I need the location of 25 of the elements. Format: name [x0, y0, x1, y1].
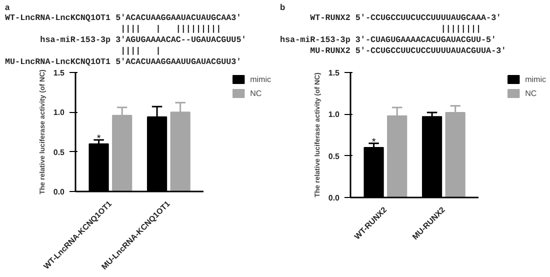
text: a	[5, 2, 11, 13]
text: |||| |	[120, 46, 162, 57]
text: ||||||||	[440, 24, 482, 35]
text: MU-RUNX2 5'-CCUGCCUUCUCCUUUUAUACGUUA-3'	[309, 46, 506, 57]
y-tick-label: 0.0	[328, 194, 340, 202]
text: hsa-miR-153-3p 3'AGUGAAAACAC--UGAUACGUU5'	[39, 35, 246, 46]
legend-label: mimic	[525, 74, 546, 84]
y-tick-label: 1.0	[53, 108, 66, 118]
legend-label: NC	[525, 88, 538, 98]
y-tick-label: 1.0	[328, 110, 340, 120]
y-tick-label: 1.5	[53, 68, 66, 78]
annotation: *	[372, 137, 376, 148]
annotation: *	[96, 134, 101, 145]
text: b	[280, 2, 286, 13]
text: |||| | |||||||||	[120, 24, 222, 35]
y-tick-label: 1.5	[328, 68, 340, 78]
legend-label: NC	[250, 88, 263, 98]
y-tick-label: 0.5	[328, 152, 340, 161]
text: hsa-miR-153-3p 3'-CUAGUGAAAACACUGAUACGUU-5'	[280, 35, 498, 46]
legend-label: mimic	[250, 74, 271, 84]
y-tick-label: 0.5	[53, 148, 66, 157]
text: WT-LncRNA-LncKCNQ1OT1 5'ACACUAAGGAAUACUAUGCAA3'	[5, 13, 242, 24]
text: MU-LncRNA-LncKCNQ1OT1 5'ACACUAAGGAAUUGAUACGUU3'	[5, 57, 242, 68]
y-tick-label: 0.0	[53, 188, 66, 196]
text: WT-RUNX2 5'-CCUGCCUUCUCCUUUUAUGCAAA-3'	[309, 13, 502, 24]
